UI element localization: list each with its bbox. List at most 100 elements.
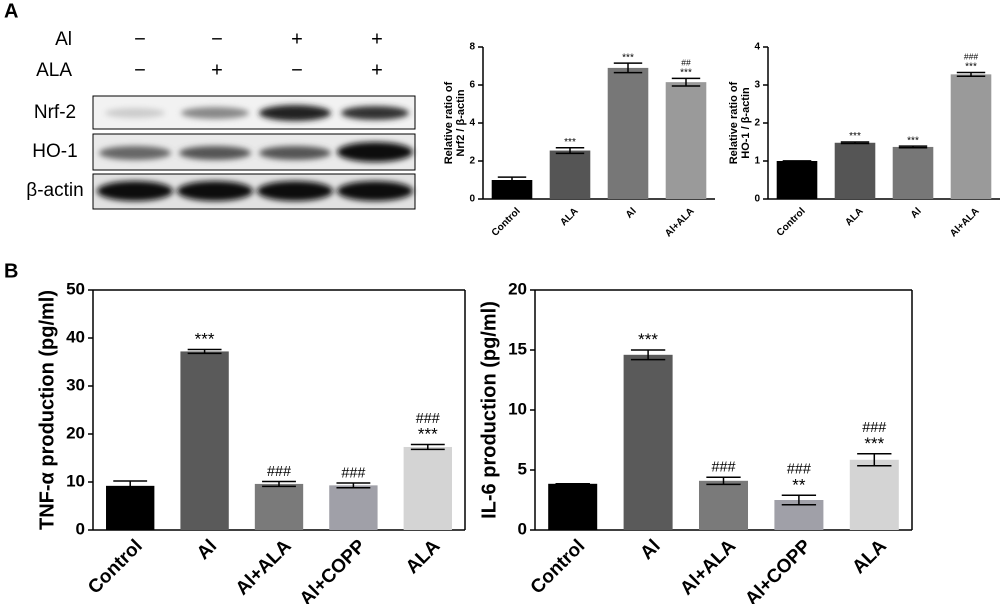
y-tick-label: 10 — [508, 399, 527, 418]
x-tick-label: ALA — [843, 206, 865, 228]
y-tick-label: 2 — [469, 156, 475, 167]
y-axis-label: Relative ratio of — [443, 81, 455, 164]
chart: 0 1 2 3 4 Relative ratio of HO-1 / β-actin Cont… — [728, 42, 1000, 240]
significance: ### — [711, 460, 735, 476]
y-tick-label: 0 — [518, 519, 527, 538]
y-tick-label: 1 — [754, 156, 760, 167]
sign: − — [291, 59, 303, 81]
y-tick-label: 3 — [754, 80, 760, 91]
significance: *** — [864, 434, 884, 453]
significance: ### — [964, 52, 978, 62]
x-tick-label: Al — [636, 536, 664, 564]
sign: + — [211, 59, 223, 81]
error-bar — [113, 480, 148, 492]
sign: − — [211, 28, 223, 50]
chart: 0 10 20 30 40 50 TNF-α production (pg/ml) Contr… — [36, 279, 466, 609]
x-tick-label: ALA — [402, 536, 445, 579]
x-tick-label: Control — [490, 206, 523, 239]
y-tick-label: 20 — [508, 279, 527, 298]
error-bar — [410, 443, 445, 451]
bar — [834, 142, 876, 199]
y-tick-label: 8 — [469, 42, 475, 53]
band-label: HO-1 — [32, 141, 77, 162]
bar — [698, 480, 749, 530]
blot-image — [92, 95, 416, 210]
sign: − — [134, 28, 146, 50]
x-tick-label: Al+COPP — [296, 536, 370, 604]
significance: ### — [267, 464, 291, 480]
significance: *** — [680, 67, 692, 78]
chart: 0 2 4 6 8 Relative ratio of Nrf2 / β-actin Cont… — [443, 42, 715, 240]
y-tick-label: 0 — [76, 519, 85, 538]
bar — [329, 485, 378, 530]
bar — [849, 459, 899, 530]
bar — [106, 485, 155, 530]
error-bar — [336, 482, 371, 489]
y-tick-label: 50 — [66, 279, 85, 298]
row-label: ALA — [36, 60, 72, 81]
significance: *** — [907, 135, 919, 146]
y-axis-label: Relative ratio of — [728, 81, 740, 164]
x-tick-label: Al+COPP — [741, 536, 815, 604]
y-tick-label: 20 — [66, 423, 85, 442]
bar — [892, 146, 934, 199]
sign: + — [371, 59, 383, 81]
y-axis-label: IL-6 production (pg/ml) — [478, 301, 500, 519]
y-axis-label: HO-1 / β-actin — [740, 87, 752, 159]
error-bar — [187, 348, 222, 355]
significance: ### — [341, 465, 365, 481]
x-tick-label: ALA — [848, 536, 891, 579]
y-axis-label: Nrf2 / β-actin — [455, 89, 467, 157]
error-bar — [840, 141, 870, 145]
significance: *** — [195, 330, 215, 349]
significance: *** — [849, 131, 861, 142]
significance: *** — [638, 330, 658, 349]
error-bar — [956, 71, 986, 78]
panel-label: B — [4, 260, 18, 282]
bar — [607, 67, 649, 200]
bar — [623, 354, 673, 530]
significance: ## — [681, 58, 691, 68]
y-tick-label: 5 — [518, 459, 527, 478]
x-tick-label: Control — [775, 206, 808, 239]
error-bar — [262, 480, 296, 488]
error-bar — [781, 494, 817, 506]
x-tick-label: Al — [193, 536, 221, 564]
y-tick-label: 0 — [469, 194, 475, 205]
error-bar — [898, 145, 928, 149]
error-bar — [497, 176, 527, 184]
y-tick-label: 4 — [754, 42, 760, 53]
bar — [254, 483, 304, 530]
bar — [665, 82, 707, 199]
y-tick-label: 2 — [754, 118, 760, 129]
error-bar — [613, 62, 643, 74]
bar — [950, 74, 992, 199]
bar — [180, 351, 229, 530]
y-tick-label: 30 — [66, 375, 85, 394]
error-bar — [630, 349, 666, 361]
sign: − — [134, 59, 146, 81]
y-tick-label: 10 — [66, 471, 85, 490]
error-bar — [857, 453, 892, 467]
significance: *** — [418, 425, 438, 444]
band-label: Nrf-2 — [34, 102, 76, 123]
x-tick-label: Al+ALA — [232, 536, 296, 600]
x-tick-label: Al — [624, 206, 639, 221]
significance: ### — [862, 420, 886, 436]
x-tick-label: Al+ALA — [663, 206, 697, 240]
bar — [548, 483, 598, 530]
row-label: Al — [55, 29, 72, 50]
significance: ** — [792, 475, 806, 494]
significance: *** — [564, 137, 576, 148]
significance: *** — [965, 62, 977, 73]
x-tick-label: ALA — [558, 206, 580, 228]
y-tick-label: 15 — [508, 339, 527, 358]
bar — [491, 180, 533, 199]
significance: ### — [416, 411, 440, 427]
x-tick-label: Al+ALA — [948, 206, 982, 240]
y-axis-label: TNF-α production (pg/ml) — [36, 290, 58, 530]
y-tick-label: 40 — [66, 327, 85, 346]
significance: ### — [787, 462, 811, 478]
bar — [549, 150, 591, 199]
